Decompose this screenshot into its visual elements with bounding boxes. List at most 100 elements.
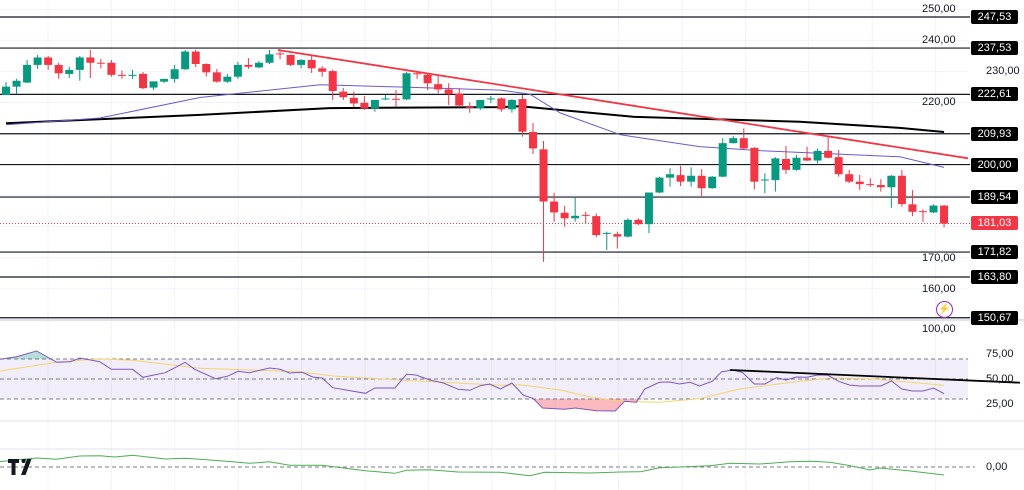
- candle-body: [339, 91, 348, 98]
- candle-body: [191, 51, 200, 64]
- price-tick-label: 170,00: [922, 251, 956, 264]
- candle-body: [149, 81, 158, 88]
- price-tick-label: 160,00: [922, 282, 956, 295]
- level-price-badge: 171,82: [971, 245, 1018, 260]
- candle-body: [634, 219, 643, 225]
- moving-average-fast-line: [5, 84, 945, 168]
- candle-body: [666, 174, 675, 178]
- candle-body: [307, 59, 316, 69]
- rsi-ma-line: [0, 358, 945, 403]
- candle-body: [571, 215, 580, 219]
- candle-body: [750, 147, 759, 182]
- rsi-tick-label: 100,00: [922, 323, 956, 335]
- candle-body: [391, 98, 400, 100]
- candle-body: [623, 219, 632, 237]
- candle-body: [676, 175, 685, 182]
- candle-body: [117, 74, 126, 76]
- candle-body: [855, 181, 864, 185]
- candle-body: [476, 99, 485, 109]
- candle-body: [845, 174, 854, 182]
- candle-body: [65, 69, 74, 74]
- candle-body: [402, 73, 411, 100]
- candle-body: [434, 84, 443, 90]
- tradingview-logo[interactable]: [8, 458, 36, 481]
- tradingview-logo-mark: [8, 459, 32, 475]
- candle-body: [223, 76, 232, 82]
- candle-body: [86, 57, 95, 63]
- candle-body: [518, 99, 527, 132]
- candle-body: [128, 74, 137, 76]
- candle-body: [613, 234, 622, 237]
- candle-body: [12, 80, 21, 87]
- candle-body: [2, 86, 10, 96]
- candle-body: [318, 68, 327, 72]
- candle-body: [360, 102, 369, 109]
- candle-body: [96, 62, 105, 64]
- candle-body: [170, 69, 179, 79]
- candle-body: [929, 205, 938, 213]
- rsi-tick-label: 25,00: [986, 398, 1014, 410]
- candle-body: [550, 201, 559, 213]
- candle-body: [381, 98, 390, 100]
- candle-body: [286, 54, 295, 65]
- rsi-trendline: [730, 369, 1020, 384]
- level-price-badge: 209,93: [971, 126, 1018, 141]
- candle-body: [908, 204, 917, 212]
- candle-body: [23, 64, 32, 83]
- lightning-icon[interactable]: ⚡: [936, 301, 953, 318]
- candle-body: [897, 175, 906, 205]
- candle-body: [423, 74, 432, 84]
- candle-body: [497, 98, 506, 110]
- candle-body: [824, 150, 833, 158]
- rsi-tick-label: 75,00: [986, 348, 1014, 360]
- level-price-badge: 189,54: [971, 190, 1018, 205]
- candle-body: [233, 64, 242, 77]
- candle-body: [813, 150, 822, 161]
- candle-body: [244, 64, 253, 67]
- candle-body: [444, 89, 453, 95]
- candle-body: [803, 157, 812, 161]
- candle-body: [160, 78, 169, 82]
- candle-body: [297, 59, 306, 65]
- candle-body: [54, 64, 63, 74]
- level-price-badge: 200,00: [971, 157, 1018, 172]
- candle-body: [866, 184, 875, 186]
- candle-body: [276, 53, 285, 55]
- price-tick-label: 230,00: [986, 65, 1020, 78]
- level-price-badge: 150,67: [971, 310, 1018, 325]
- candle-body: [887, 175, 896, 188]
- momentum-line: [0, 454, 945, 477]
- candle-body: [834, 157, 843, 175]
- price-tick-label: 220,00: [922, 96, 956, 109]
- candle-body: [771, 158, 780, 181]
- candle-body: [33, 57, 42, 65]
- current-price-badge: 181,03: [971, 216, 1018, 231]
- rsi-line: [0, 350, 945, 412]
- level-price-badge: 222,61: [971, 87, 1018, 102]
- price-tick-label: 250,00: [922, 3, 956, 16]
- candle-body: [75, 57, 84, 70]
- moving-average-slow-line: [5, 105, 945, 133]
- candle-body: [370, 99, 379, 109]
- candle-body: [44, 57, 53, 65]
- candle-body: [581, 214, 590, 216]
- candle-body: [181, 51, 190, 70]
- candle-body: [708, 176, 717, 189]
- candle-body: [729, 138, 738, 144]
- candle-body: [265, 54, 274, 63]
- candle-body: [486, 98, 495, 100]
- candle-body: [328, 71, 337, 91]
- candle-body: [918, 211, 927, 213]
- candle-body: [202, 63, 211, 73]
- candle-body: [254, 62, 263, 68]
- candle-body: [592, 216, 601, 236]
- candle-body: [107, 62, 116, 75]
- candle-body: [349, 97, 358, 104]
- candle-body: [739, 138, 748, 149]
- level-price-badge: 163,80: [971, 269, 1018, 284]
- candle-body: [655, 177, 664, 193]
- candle-body: [560, 212, 569, 219]
- candle-body: [760, 179, 769, 181]
- candle-body: [465, 106, 474, 108]
